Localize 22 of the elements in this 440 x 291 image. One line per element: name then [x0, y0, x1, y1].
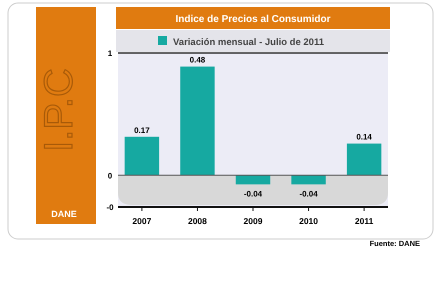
bar [236, 175, 270, 184]
text: I.P.C [37, 68, 81, 152]
y-tick-label: 1 [108, 49, 113, 58]
text: DANE [51, 209, 77, 219]
data-label: 0.14 [356, 132, 372, 142]
data-label: -0.04 [299, 189, 318, 198]
data-label: 0.17 [134, 126, 150, 135]
x-tick-label: 2010 [299, 216, 318, 226]
chart-title: Indice de Precios al Consumidor [175, 14, 331, 25]
bar [124, 136, 160, 176]
y-tick-label: 0 [108, 171, 113, 180]
bar [180, 66, 215, 176]
y-tick-label: -0 [106, 203, 114, 212]
x-tick-label: 2011 [354, 216, 374, 226]
x-tick-label: 2007 [132, 216, 152, 226]
x-tick-label: 2009 [244, 216, 263, 226]
data-label: -0.04 [244, 189, 263, 198]
legend-label: Variación mensual - Julio de 2011 [173, 37, 325, 48]
x-tick-label: 2008 [188, 216, 208, 226]
data-label: 0.48 [190, 56, 206, 65]
bar [291, 175, 326, 184]
bar [346, 144, 382, 176]
